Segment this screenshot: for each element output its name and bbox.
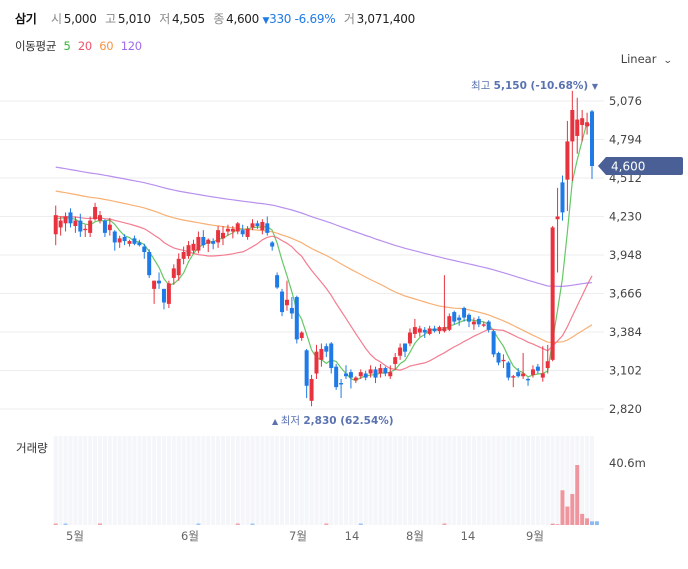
chevron-down-icon: ⌄ — [663, 56, 674, 66]
date-axis: 5월 6월 7월 14 8월 14 9월 — [66, 529, 544, 543]
price-summary-header: 삼기 시 5,000 고 5,010 저 4,505 종 4,600 ▼330 -6.6… — [15, 10, 415, 27]
price-tick-label: 4,230 — [609, 210, 642, 224]
high-value: 5,010 — [117, 12, 151, 26]
price-tick-label: 5,076 — [609, 94, 642, 108]
price-tick-label: 3,948 — [609, 248, 642, 262]
close-value: 4,600 — [226, 12, 259, 26]
annotations: 최고 5,150 (-10.68%) ▼ ▲ 최저 2,830 (62.54%) 4… — [272, 80, 683, 427]
date-tick-label: 14 — [461, 529, 476, 543]
change-value: 330 — [269, 12, 292, 26]
moving-average-legend: 이동평균 5 20 60 120 — [15, 38, 146, 54]
scale-label: Linear — [620, 52, 657, 66]
candlesticks — [53, 90, 594, 407]
price-tick-label: 3,384 — [609, 325, 642, 339]
high-label: 고 — [105, 12, 116, 26]
date-tick-label: 8월 — [406, 529, 424, 543]
current-price-value: 4,600 — [611, 159, 645, 173]
open-label: 시 — [51, 12, 62, 26]
ma-20[interactable]: 20 — [77, 39, 92, 53]
price-tick-label: 3,102 — [609, 364, 642, 378]
volume-bars — [53, 465, 599, 525]
high-annotation: 최고 5,150 (-10.68%) ▼ — [471, 80, 599, 92]
volume-panel-title: 거래량 — [16, 441, 48, 455]
price-gridlines — [0, 100, 604, 410]
date-tick-label: 14 — [345, 529, 360, 543]
low-value: 4,505 — [172, 12, 205, 26]
volume-value: 3,071,400 — [356, 12, 416, 26]
moving-average-lines — [55, 121, 593, 382]
current-price-tag — [598, 156, 683, 175]
volume-panel-background — [53, 436, 594, 525]
scale-selector[interactable]: Linear ⌄ — [620, 52, 674, 66]
close-label: 종 — [213, 12, 225, 26]
date-tick-label: 9월 — [526, 529, 544, 543]
ma-legend-title: 이동평균 — [15, 39, 57, 53]
ma-60[interactable]: 60 — [99, 39, 114, 53]
date-tick-label: 5월 — [66, 529, 84, 543]
price-tick-label: 2,820 — [609, 402, 642, 416]
ma-120[interactable]: 120 — [120, 39, 142, 53]
low-label: 저 — [159, 12, 170, 26]
stock-name: 삼기 — [15, 12, 37, 26]
date-tick-label: 7월 — [289, 529, 307, 543]
down-arrow-icon: ▼ — [262, 16, 270, 26]
low-annotation: ▲ 최저 2,830 (62.54%) — [272, 415, 394, 427]
ma-5[interactable]: 5 — [63, 39, 71, 53]
price-axis: 5,0764,7944,5124,2303,9483,6663,3843,102… — [609, 94, 646, 470]
price-tick-label: 3,666 — [609, 287, 642, 301]
volume-axis-label: 40.6m — [609, 456, 646, 470]
date-tick-label: 6월 — [181, 529, 199, 543]
price-tick-label: 4,794 — [609, 133, 642, 147]
change-percent: -6.69% — [294, 12, 336, 26]
volume-label: 거 — [343, 12, 355, 26]
open-value: 5,000 — [63, 12, 97, 26]
